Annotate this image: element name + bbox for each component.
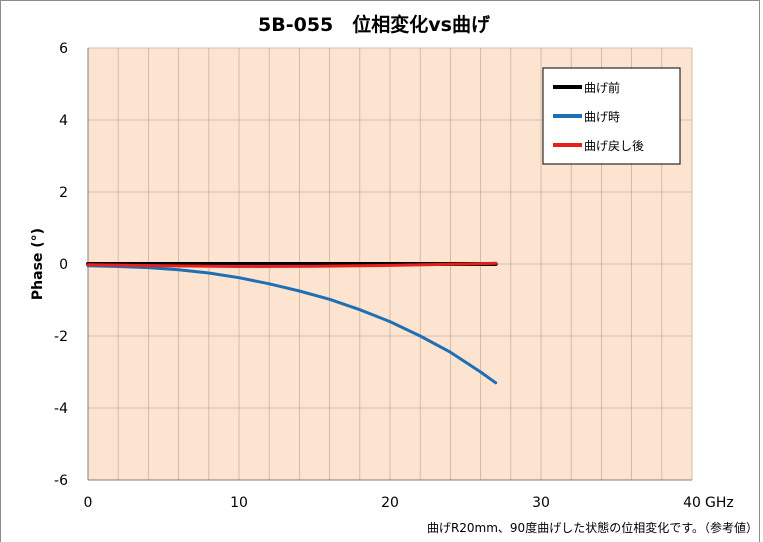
series-line-3	[86, 261, 498, 268]
y-tick-label: 4	[59, 113, 68, 129]
series-line-2	[86, 264, 498, 385]
legend-label-2: 曲げ時	[584, 110, 620, 124]
y-tick-label: -6	[54, 473, 68, 489]
x-tick-label: 30	[532, 495, 550, 511]
x-tick-label: 0	[84, 495, 93, 511]
x-axis-unit-label: GHz	[705, 495, 734, 511]
y-tick-label: 6	[59, 41, 68, 57]
y-tick-label: 2	[59, 185, 68, 201]
y-tick-label: -4	[54, 401, 68, 417]
x-tick-label: 20	[381, 495, 399, 511]
x-tick-label: 10	[230, 495, 248, 511]
y-axis-label: Phase (°)	[30, 228, 46, 300]
legend-label-1: 曲げ前	[584, 80, 620, 95]
footnote: 曲げR20mm、90度曲げした状態の位相変化です。（参考値）	[427, 520, 758, 535]
x-tick-label: 40	[683, 495, 701, 511]
y-tick-label: 0	[59, 257, 68, 273]
chart-title: 5B-055 位相変化vs曲げ	[258, 13, 491, 36]
legend-label-3: 曲げ戻し後	[584, 139, 644, 153]
y-tick-label: -2	[54, 329, 68, 345]
